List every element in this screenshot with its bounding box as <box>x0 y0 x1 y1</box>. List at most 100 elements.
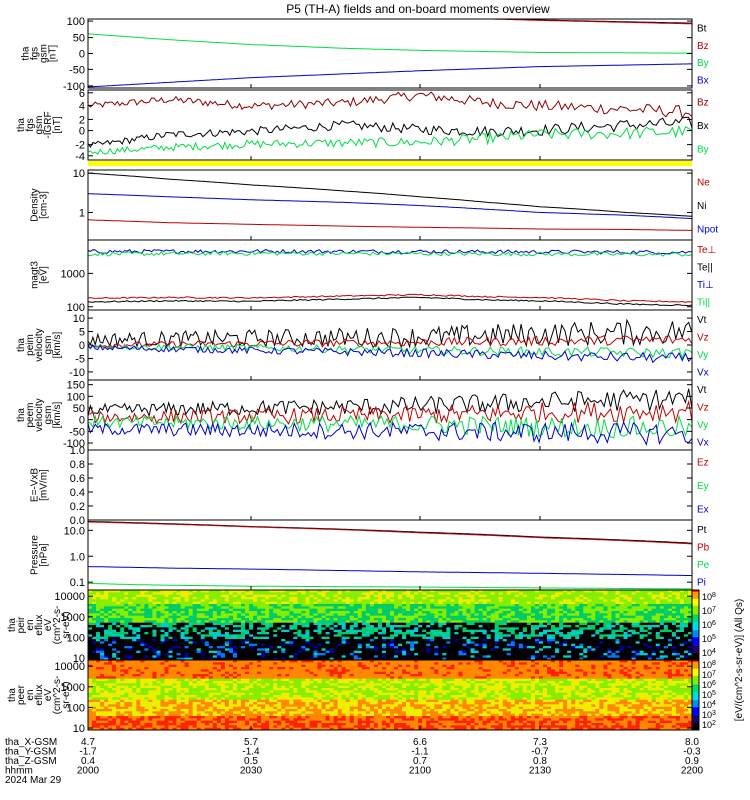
heatmap-cell <box>635 599 640 602</box>
heatmap-cell <box>675 599 681 602</box>
series-line-Ti <box>87 248 693 255</box>
heatmap-cell <box>446 639 451 642</box>
heatmap-cell <box>220 608 226 612</box>
heatmap-cell <box>591 606 596 609</box>
heatmap-cell <box>321 646 326 649</box>
heatmap-cell <box>651 653 657 656</box>
heatmap-cell <box>293 618 298 621</box>
heatmap-cell <box>132 622 137 626</box>
heatmap-cell <box>506 653 512 656</box>
heatmap-cell <box>543 643 548 647</box>
heatmap-cell <box>538 594 544 598</box>
heatmap-cell <box>236 604 242 607</box>
heatmap-cell <box>144 592 149 595</box>
heatmap-cell <box>627 641 632 644</box>
heatmap-cell <box>345 620 351 623</box>
heatmap-cell <box>172 613 177 616</box>
heatmap-cell <box>683 592 689 595</box>
heatmap-cell <box>510 634 516 637</box>
heatmap-cell <box>160 625 165 628</box>
heatmap-cell <box>559 648 564 651</box>
heatmap-cell <box>305 627 310 630</box>
heatmap-cell <box>361 650 367 654</box>
heatmap-cell <box>369 592 375 595</box>
heatmap-cell <box>293 650 298 654</box>
heatmap-cell <box>108 601 113 605</box>
heatmap-cell <box>381 611 387 614</box>
heatmap-cell <box>293 611 298 614</box>
heatmap-cell <box>96 681 101 684</box>
heatmap-cell <box>494 625 500 628</box>
heatmap-cell <box>430 627 435 630</box>
heatmap-cell <box>168 592 173 595</box>
heatmap-cell <box>410 655 415 658</box>
heatmap-cell <box>309 632 314 635</box>
heatmap-cell <box>422 650 427 654</box>
heatmap-cell <box>434 611 439 614</box>
heatmap-cell <box>160 636 165 640</box>
heatmap-cell <box>365 632 371 635</box>
heatmap-cell <box>96 606 101 609</box>
heatmap-cell <box>595 615 600 619</box>
heatmap-cell <box>104 685 109 689</box>
heatmap-cell <box>579 653 584 656</box>
heatmap-cell <box>506 650 512 654</box>
heatmap-cell <box>164 625 169 628</box>
heatmap-cell <box>422 657 427 661</box>
heatmap-cell <box>687 592 693 595</box>
heatmap-cell <box>555 604 560 607</box>
heatmap-cell <box>297 597 302 600</box>
heatmap-cell <box>486 599 491 602</box>
heatmap-cell <box>458 604 463 607</box>
heatmap-cell <box>538 653 544 656</box>
heatmap-cell <box>132 613 137 616</box>
heatmap-cell <box>659 657 665 661</box>
heatmap-cell <box>212 648 218 651</box>
heatmap-cell <box>88 688 93 691</box>
heatmap-cell <box>675 648 681 651</box>
heatmap-cell <box>232 627 238 630</box>
heatmap-cell <box>430 615 435 619</box>
heatmap-cell <box>156 643 161 647</box>
heatmap-cell <box>607 657 612 661</box>
heatmap-cell <box>349 632 355 635</box>
heatmap-cell <box>245 613 250 616</box>
heatmap-cell <box>104 636 109 640</box>
heatmap-cell <box>245 592 250 595</box>
heatmap-cell <box>595 613 600 616</box>
heatmap-cell <box>333 636 338 640</box>
heatmap-cell <box>313 608 318 612</box>
heatmap-cell <box>394 615 399 619</box>
heatmap-cell <box>526 648 532 651</box>
series-line-Ne <box>87 219 692 231</box>
heatmap-cell <box>277 653 282 656</box>
heatmap-cell <box>196 639 202 642</box>
heatmap-cell <box>474 606 479 609</box>
heatmap-cell <box>538 597 544 600</box>
heatmap-cell <box>353 657 359 661</box>
heatmap-cell <box>603 594 608 598</box>
heatmap-cell <box>176 632 181 635</box>
heatmap-cell <box>394 632 399 635</box>
heatmap-cell <box>96 597 101 600</box>
heatmap-cell <box>265 606 270 609</box>
heatmap-cell <box>265 627 270 630</box>
heatmap-cell <box>236 622 242 626</box>
heatmap-cell <box>301 608 306 612</box>
heatmap-cell <box>579 636 584 640</box>
heatmap-cell <box>212 632 218 635</box>
heatmap-cell <box>430 632 435 635</box>
heatmap-cell <box>486 594 491 598</box>
heatmap-cell <box>148 618 153 621</box>
heatmap-cell <box>377 594 383 598</box>
heatmap-cell <box>381 592 387 595</box>
heatmap-cell <box>579 643 584 647</box>
heatmap-cell <box>547 627 552 630</box>
heatmap-cell <box>623 604 628 607</box>
heatmap-cell <box>313 625 318 628</box>
heatmap-cell <box>289 594 294 598</box>
heatmap-cell <box>285 594 290 598</box>
heatmap-cell <box>120 620 125 623</box>
heatmap-cell <box>164 606 169 609</box>
heatmap-cell <box>120 618 125 621</box>
